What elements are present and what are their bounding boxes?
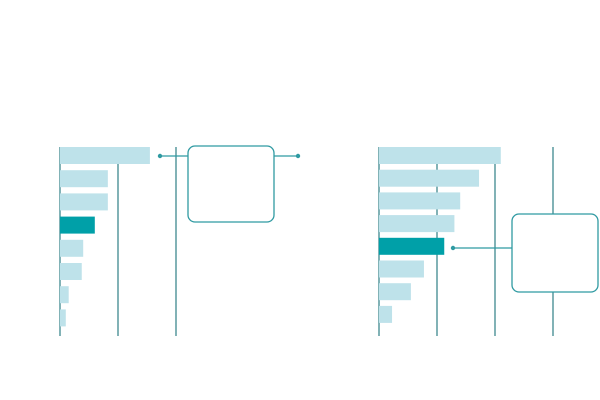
bar: [379, 260, 424, 278]
bar: [60, 309, 66, 327]
callout-leader-dot: [295, 153, 301, 159]
callout-leader-dot: [450, 245, 456, 251]
bar: [60, 286, 69, 304]
bar: [379, 215, 455, 233]
bar: [60, 170, 108, 188]
bar: [60, 239, 84, 257]
bar-chart-left: [59, 145, 301, 336]
bar: [60, 147, 150, 164]
bar: [60, 263, 82, 280]
callout-box: [511, 213, 599, 293]
bar-chart-right: [378, 147, 599, 336]
bar-highlighted: [60, 216, 95, 234]
bar: [379, 147, 501, 164]
bar: [379, 192, 461, 210]
bar-highlighted: [379, 237, 445, 255]
bar: [60, 193, 108, 211]
bar: [379, 169, 480, 187]
callout-leader-dot: [157, 153, 163, 159]
callout-box: [187, 145, 275, 223]
bar: [379, 305, 393, 323]
bar: [379, 283, 411, 301]
